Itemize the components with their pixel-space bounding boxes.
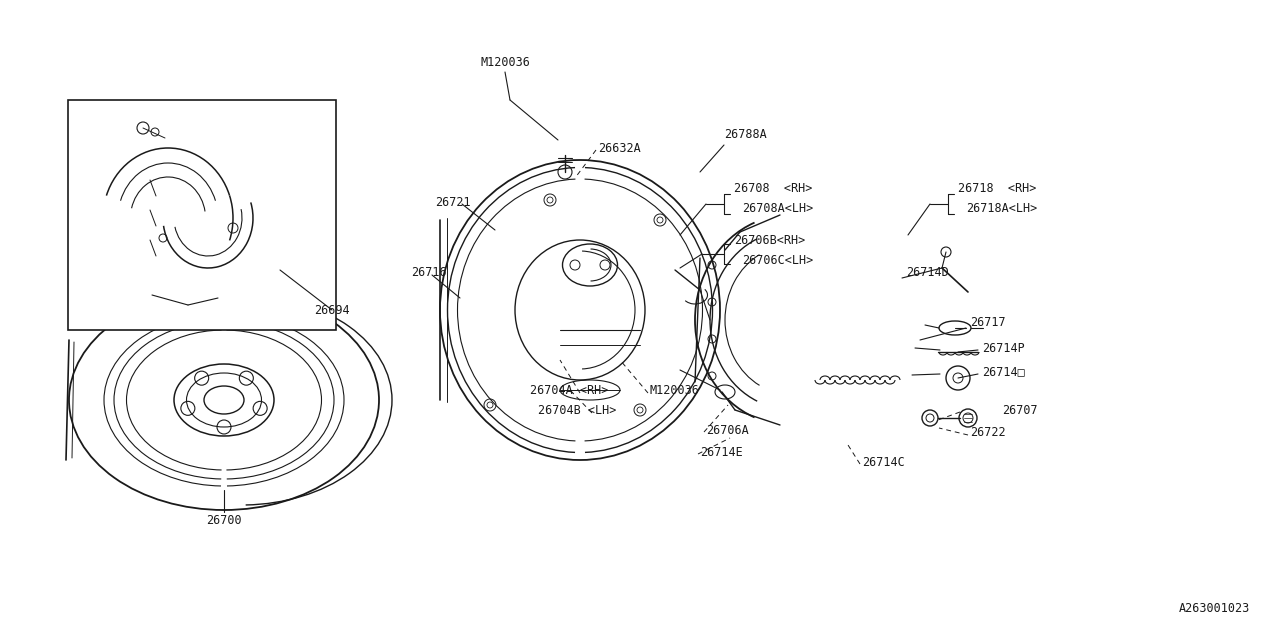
Text: 26694: 26694 [314,303,349,317]
Text: 26704B <LH>: 26704B <LH> [538,403,617,417]
Text: M120036: M120036 [650,383,700,397]
Text: 26706C<LH>: 26706C<LH> [742,253,813,266]
Text: 26714D: 26714D [906,266,948,278]
Text: 26718  <RH>: 26718 <RH> [957,182,1037,195]
Text: 26704A <RH>: 26704A <RH> [530,383,608,397]
Text: 26714P: 26714P [982,342,1025,355]
Text: 26718A<LH>: 26718A<LH> [966,202,1037,214]
Text: 26717: 26717 [970,316,1006,328]
Text: 26700: 26700 [206,513,242,527]
Text: 26707: 26707 [1002,403,1038,417]
Text: 26722: 26722 [970,426,1006,438]
Text: 26714C: 26714C [861,456,905,468]
Text: 26788A: 26788A [724,129,767,141]
Text: 26721: 26721 [435,195,471,209]
Text: 26714□: 26714□ [982,365,1025,378]
Text: 26706A: 26706A [707,424,749,436]
Text: 26708A<LH>: 26708A<LH> [742,202,813,214]
Text: 26714E: 26714E [700,445,742,458]
Text: 26706B<RH>: 26706B<RH> [733,234,805,246]
Text: M120036: M120036 [480,56,530,68]
Bar [68,100,335,330]
Text: 26716: 26716 [411,266,447,278]
Text: A263001023: A263001023 [1179,602,1251,614]
Text: 26708  <RH>: 26708 <RH> [733,182,813,195]
Text: 26632A: 26632A [598,141,641,154]
